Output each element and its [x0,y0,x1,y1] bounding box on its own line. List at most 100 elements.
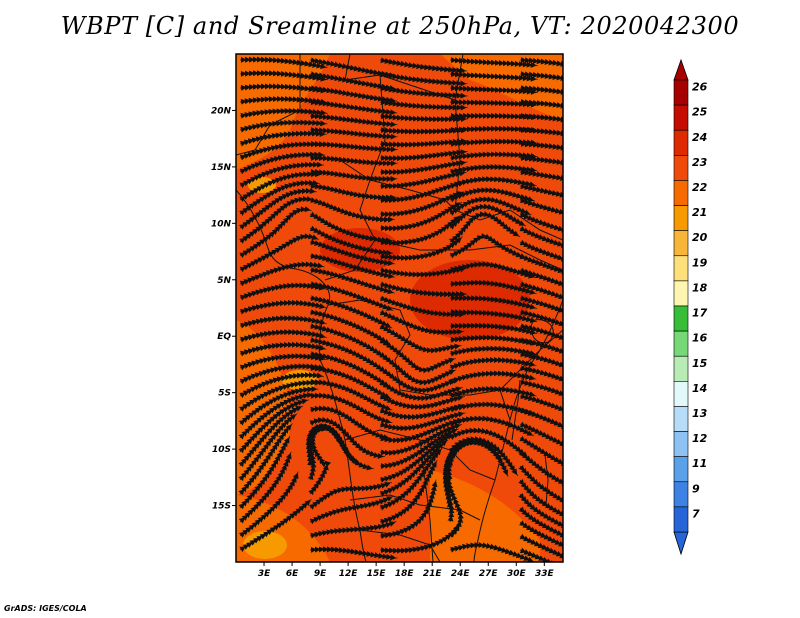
streamline [309,495,394,525]
lat-label: 5S [218,389,231,399]
colorbar-swatch [673,155,689,181]
colorbar-label: 15 [692,357,708,370]
streamline [239,498,312,553]
streamline [519,113,563,130]
streamline [519,99,563,116]
lat-label: 20N [211,106,232,116]
streamline [379,57,468,74]
streamline [379,523,460,554]
colorbar-swatch [673,355,689,382]
colorbar-bottom-arrow [673,531,689,556]
colorbar-label: 22 [692,181,708,194]
streamline [309,113,398,128]
coastline-west-africa [236,189,367,562]
streamline [519,127,563,143]
lon-label: 12E [339,569,359,579]
colorbar-label: 16 [692,332,708,345]
red-patch-2 [320,228,400,272]
colorbar-label: 11 [692,457,707,470]
colorbar-label: 9 [692,482,700,495]
lon-label: 18E [395,569,415,579]
streamline [239,329,327,343]
streamlines [238,56,563,562]
lat-label: 10N [211,219,232,229]
streamline [449,370,537,385]
border-10 [359,529,441,562]
streamline [239,119,328,133]
orange-spot-3 [282,370,318,390]
latitude-axis: 20N 15N 10N 5N EQ 5S 10S 15S [211,106,236,512]
streamline [239,261,325,287]
border-3 [236,54,301,156]
colorbar-top-arrow [673,58,689,81]
streamline [239,353,327,371]
lat-label: 5N [217,276,231,286]
streamline [239,282,327,301]
colorbar-label: 24 [692,131,707,144]
figure-title: WBPT [C] and Sreamline at 250hPa, VT: 20… [60,12,740,40]
colorbar: 26 25 24 23 22 21 20 19 18 17 16 15 14 13 12 11 9 7 [673,58,708,556]
red-patch-1 [410,260,530,340]
lat-label: EQ [217,332,231,342]
streamline [239,130,327,147]
colorbar-swatch [673,255,689,282]
streamline [519,71,563,89]
colorbar-label: 17 [692,307,708,320]
lon-label: 24E [451,569,471,579]
colorbar-swatch [673,330,689,357]
streamline [519,547,563,562]
border-7 [430,389,511,421]
lon-label: 30E [507,569,527,579]
colorbar-swatch [673,456,689,483]
border-9 [349,494,481,521]
streamline [449,357,537,371]
orange-spot-1 [243,531,287,559]
streamline [379,85,468,99]
colorbar-swatch [673,506,689,533]
colorbar-swatch [673,280,689,307]
colorbar-swatch [673,230,689,257]
colorbar-swatch [673,481,689,508]
lon-label: 15E [367,569,387,579]
border-2 [379,74,563,241]
lat-label: 10S [212,445,231,455]
colorbar-label: 12 [692,432,708,445]
border-12 [454,54,464,101]
streamline [519,57,563,75]
lake-victoria [530,319,554,344]
streamline [239,107,328,119]
lon-label: 33E [535,569,555,579]
colorbar-label: 13 [692,407,708,420]
colorbar-label: 7 [692,507,700,520]
coastlines-borders [236,54,563,562]
colorbar-swatch [673,129,689,156]
colorbar-swatch [673,104,689,131]
colorbar-swatch [673,381,689,407]
border-5 [374,239,563,271]
map-frame [235,53,564,563]
colorbar-label: 19 [692,256,708,269]
streamline [309,546,398,561]
border-6 [327,299,431,396]
lon-label: 9E [314,569,327,579]
streamline [449,233,527,259]
colorbar-swatch [673,180,689,206]
streamline [239,299,327,315]
lon-label: 21E [423,569,443,579]
streamline [519,169,563,189]
colorbar-label: 21 [692,206,707,219]
colorbar-label: 26 [692,81,708,94]
colorbar-label: 18 [692,281,708,294]
streamline [449,163,538,175]
streamline [379,71,468,87]
colorbar-swatch [673,205,689,231]
streamline [444,454,464,538]
lon-label: 27E [479,569,499,579]
credit-label: GrADS: IGES/COLA [4,604,87,613]
streamline [239,341,327,357]
colorbar-swatch [673,305,689,332]
lon-label: 6E [286,569,299,579]
border-8 [344,429,496,481]
